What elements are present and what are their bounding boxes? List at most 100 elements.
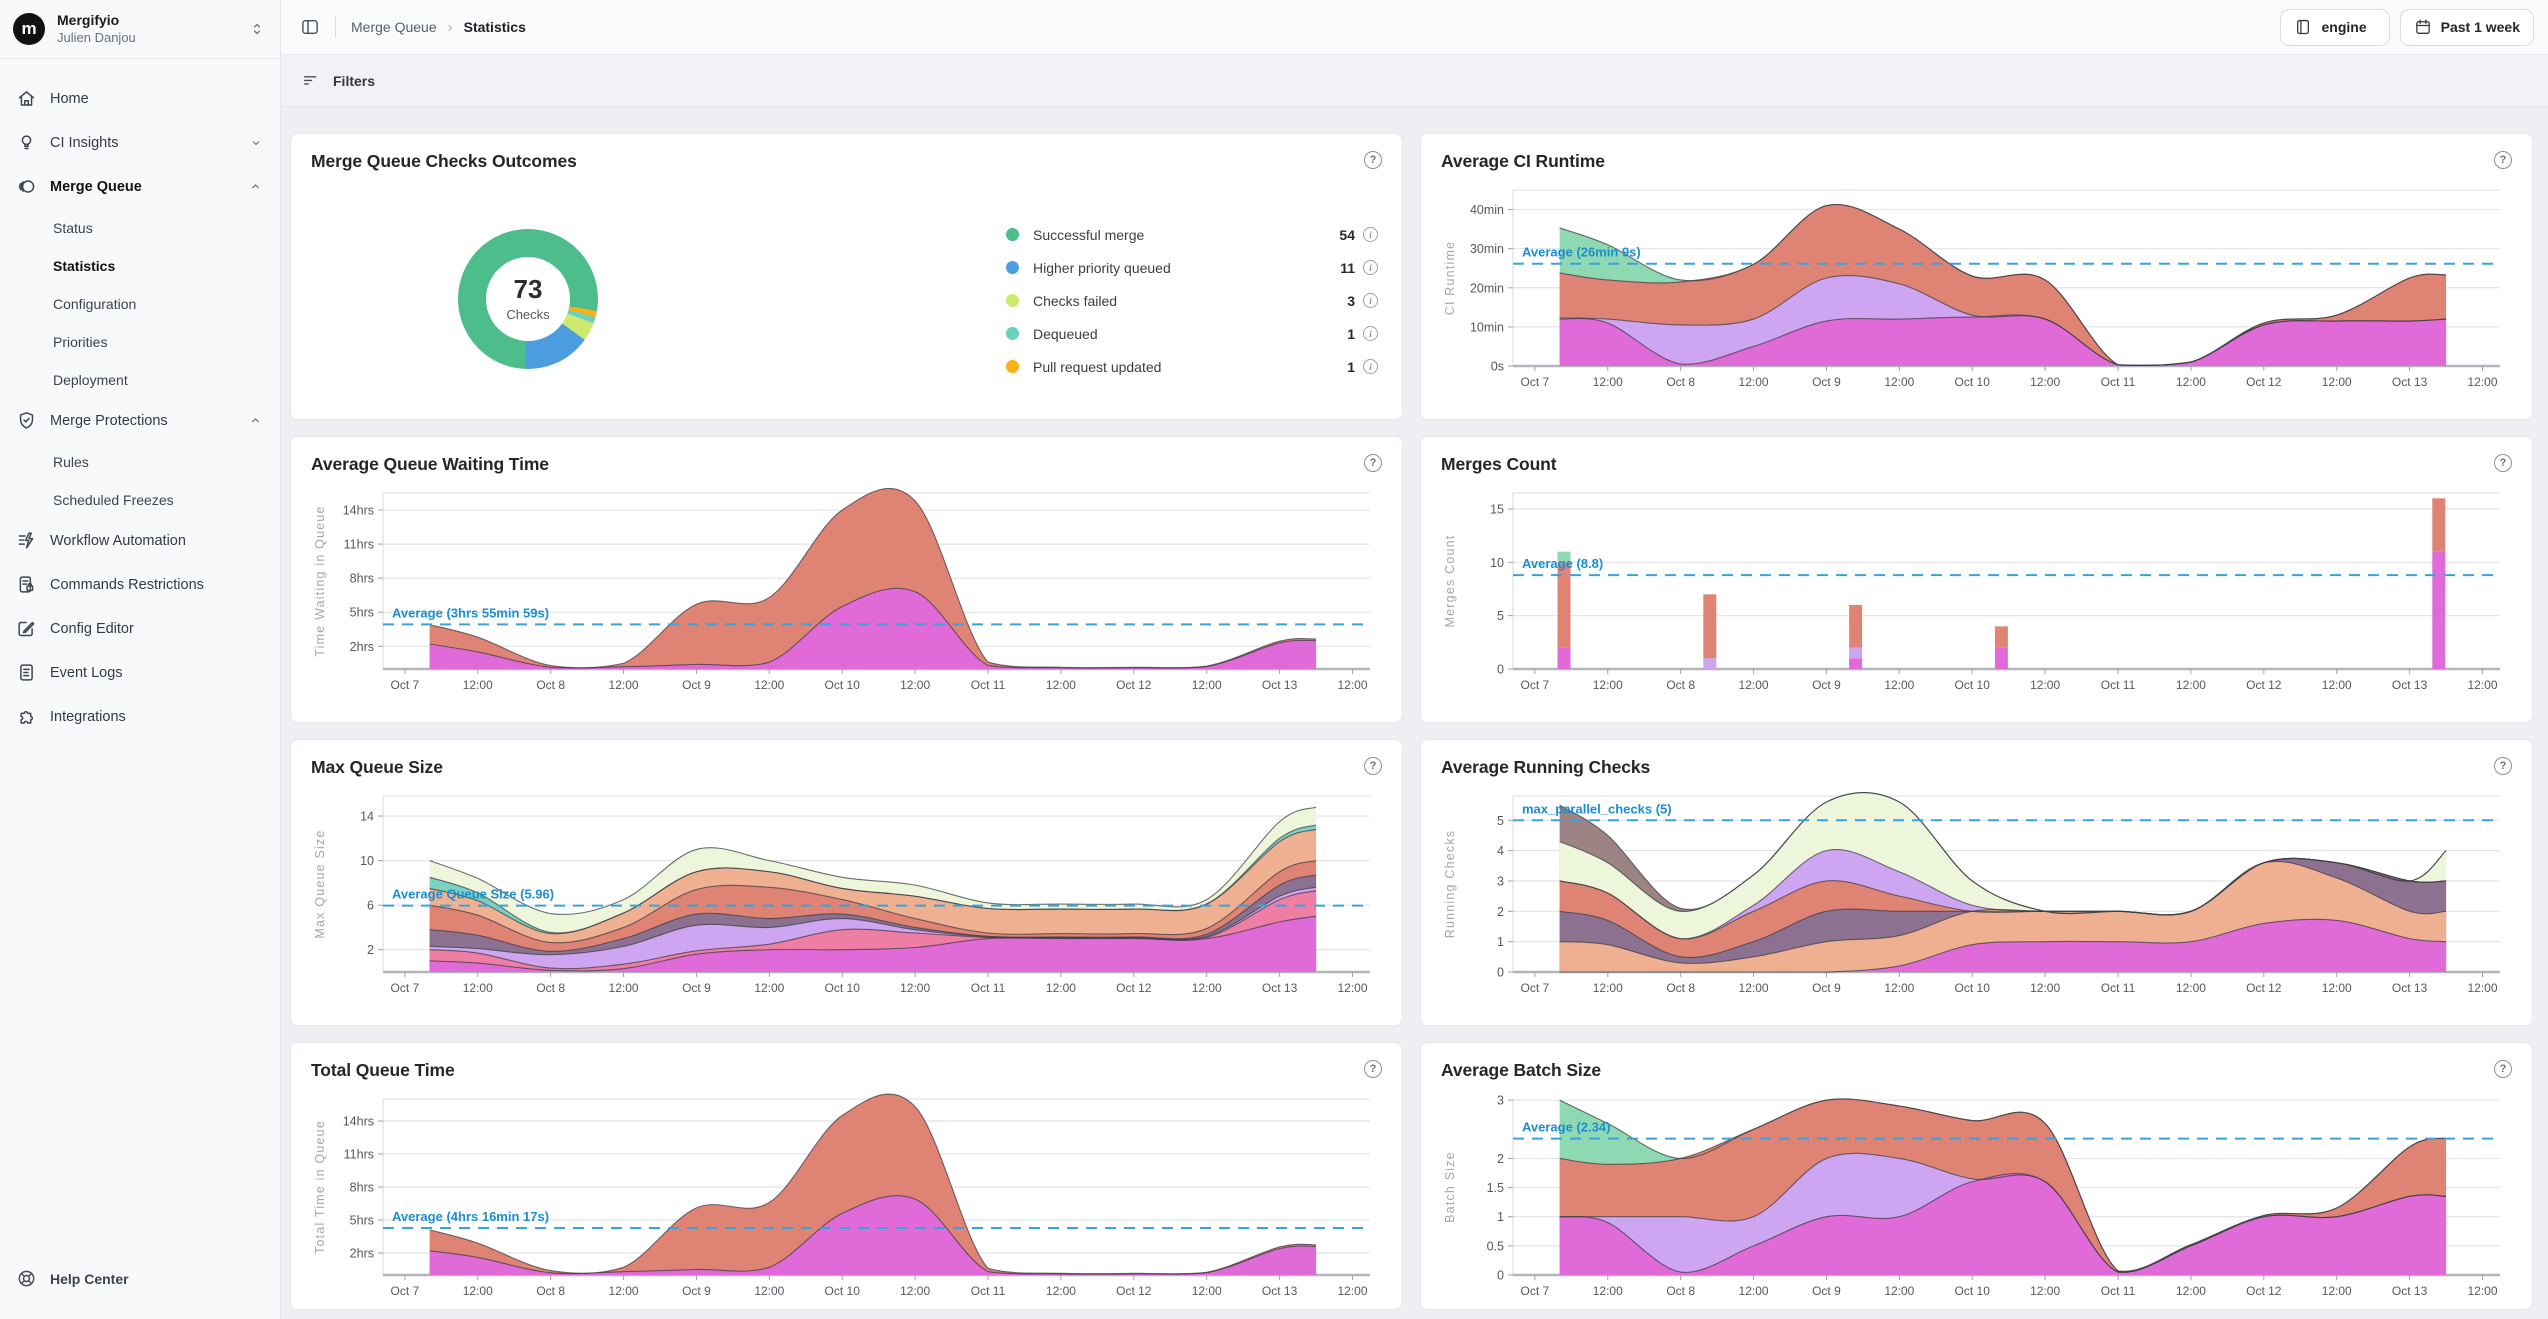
svg-text:12:00: 12:00 <box>2322 678 2352 692</box>
card-title: Average Running Checks <box>1441 757 1651 777</box>
breadcrumb-separator-icon: › <box>447 18 453 36</box>
svg-text:2: 2 <box>367 943 374 957</box>
sidebar-item-commands-restrictions[interactable]: Commands Restrictions <box>0 563 280 607</box>
svg-text:8hrs: 8hrs <box>350 572 374 586</box>
svg-text:12:00: 12:00 <box>1593 1284 1623 1298</box>
legend-item-higher-priority-queued[interactable]: Higher priority queued 11 i <box>1006 251 1378 284</box>
legend-item-pull-request-updated[interactable]: Pull request updated 1 i <box>1006 350 1378 383</box>
sidebar-subitem-scheduled-freezes[interactable]: Scheduled Freezes <box>53 491 174 508</box>
sidebar-subitem-priorities[interactable]: Priorities <box>53 333 108 350</box>
svg-text:10: 10 <box>1490 556 1504 570</box>
info-icon[interactable]: i <box>1363 293 1378 308</box>
card-merge-queue-checks-outcomes: Merge Queue Checks Outcomes? 73 Checks Succ… <box>290 133 1403 420</box>
help-icon[interactable]: ? <box>1364 454 1382 472</box>
outcomes-donut[interactable]: 73 Checks <box>458 229 598 369</box>
svg-text:Average (26min 9s): Average (26min 9s) <box>1522 245 1641 260</box>
info-icon[interactable]: i <box>1363 326 1378 341</box>
sidebar-item-config-editor[interactable]: Config Editor <box>0 607 280 651</box>
average-ci-runtime-chart[interactable]: 0s 10min 20min 30min 40min Oct 7 12:00 Oct 8 12:… <box>1441 177 2514 399</box>
svg-text:12:00: 12:00 <box>463 678 493 692</box>
help-icon[interactable]: ? <box>2494 454 2512 472</box>
org-switcher[interactable]: m Mergifyio Julien Danjou <box>0 0 280 59</box>
help-icon[interactable]: ? <box>1364 1060 1382 1078</box>
breadcrumb-section[interactable]: Merge Queue <box>351 19 437 35</box>
chevron-down-icon <box>248 135 264 151</box>
sidebar-subitem-rules[interactable]: Rules <box>53 453 89 470</box>
svg-text:Oct 13: Oct 13 <box>2392 981 2428 995</box>
total-queue-time-chart[interactable]: 2hrs 5hrs 8hrs 11hrs 14hrs Oct 7 12:00 Oct 8 12:… <box>311 1086 1384 1308</box>
donut-total-value: 73 <box>513 274 543 305</box>
merges-count-chart[interactable]: 0 5 10 15 Oct 7 12:00 Oct 8 12:00 Oct 9 12:00 Oct … <box>1441 480 2514 702</box>
outcomes-legend: Successful merge 54 i Higher priority queue… <box>1006 218 1378 413</box>
legend-label: Higher priority queued <box>1033 259 1171 276</box>
card-body: 0 1 2 3 4 5 Oct 7 12:00 Oct 8 12:00 Oct 9 12:00 Oct … <box>1441 778 2512 1019</box>
average-batch-size-chart[interactable]: 0 0.5 1 1.5 2 3 Oct 7 12:00 Oct 8 12:00 Oct 9 12:00… <box>1441 1086 2514 1308</box>
org-switch-icon[interactable] <box>248 20 266 38</box>
sidebar-toggle-icon[interactable] <box>300 17 320 37</box>
legend-dot <box>1006 360 1019 373</box>
sidebar-item-ci-insights[interactable]: CI Insights <box>0 121 280 165</box>
info-icon[interactable]: i <box>1363 359 1378 374</box>
sidebar-subitem-configuration[interactable]: Configuration <box>53 295 137 312</box>
card-total-queue-time: Total Queue Time? 2hrs 5hrs 8hrs 11hrs 14hrs O… <box>290 1042 1403 1310</box>
help-icon[interactable]: ? <box>2494 757 2512 775</box>
card-body: 0s 10min 20min 30min 40min Oct 7 12:00 Oct 8 12:… <box>1441 172 2512 413</box>
svg-text:Oct 13: Oct 13 <box>1262 678 1298 692</box>
card-body: 2hrs 5hrs 8hrs 11hrs 14hrs Oct 7 12:00 Oct 8 12:… <box>311 475 1382 716</box>
svg-text:12:00: 12:00 <box>2322 1284 2352 1298</box>
repo-selector-button[interactable]: engine <box>2280 8 2390 46</box>
svg-text:Oct 12: Oct 12 <box>2246 375 2282 389</box>
svg-text:12:00: 12:00 <box>2030 678 2060 692</box>
sidebar-subitem-statistics[interactable]: Statistics <box>53 257 116 274</box>
svg-text:Oct 8: Oct 8 <box>1666 375 1695 389</box>
svg-text:Oct 7: Oct 7 <box>1521 1284 1550 1298</box>
sidebar-subitem-status[interactable]: Status <box>53 219 93 236</box>
svg-text:Oct 10: Oct 10 <box>1955 375 1991 389</box>
card-average-batch-size: Average Batch Size? 0 0.5 1 1.5 2 3 Oct 7 12:00 O… <box>1420 1042 2533 1310</box>
svg-text:0: 0 <box>1497 663 1504 677</box>
filters-button[interactable]: Filters <box>333 72 376 89</box>
svg-text:3: 3 <box>1497 1094 1504 1108</box>
sidebar-item-merge-queue[interactable]: Merge Queue <box>0 165 280 209</box>
svg-text:Average (2.34): Average (2.34) <box>1522 1120 1610 1135</box>
svg-text:Oct 9: Oct 9 <box>682 678 711 692</box>
filters-bar: Filters <box>281 55 2548 107</box>
svg-text:Time Waiting in Queue: Time Waiting in Queue <box>313 505 327 656</box>
sidebar-item-event-logs[interactable]: Event Logs <box>0 651 280 695</box>
help-icon[interactable]: ? <box>2494 151 2512 169</box>
legend-item-dequeued[interactable]: Dequeued 1 i <box>1006 317 1378 350</box>
sidebar-item-merge-protections[interactable]: Merge Protections <box>0 399 280 443</box>
svg-text:Oct 7: Oct 7 <box>391 1284 420 1298</box>
svg-text:12:00: 12:00 <box>1593 678 1623 692</box>
help-icon[interactable]: ? <box>2494 1060 2512 1078</box>
svg-text:Oct 7: Oct 7 <box>391 981 420 995</box>
help-icon[interactable]: ? <box>1364 757 1382 775</box>
svg-text:12:00: 12:00 <box>2030 375 2060 389</box>
svg-text:5hrs: 5hrs <box>350 1214 374 1228</box>
legend-item-successful-merge[interactable]: Successful merge 54 i <box>1006 218 1378 251</box>
bulb-icon <box>16 132 37 153</box>
sidebar-item-label: Integrations <box>50 708 126 725</box>
sidebar-item-home[interactable]: Home <box>0 77 280 121</box>
time-range-button[interactable]: Past 1 week <box>2399 8 2534 46</box>
chevron-up-icon <box>247 178 264 195</box>
sidebar-item-workflow-automation[interactable]: Workflow Automation <box>0 519 280 563</box>
legend-value: 54 <box>1339 226 1355 243</box>
sidebar-subitem-deployment[interactable]: Deployment <box>53 371 128 388</box>
svg-text:4: 4 <box>1497 844 1504 858</box>
sidebar-item-integrations[interactable]: Integrations <box>0 695 280 739</box>
svg-text:12:00: 12:00 <box>754 1284 784 1298</box>
sidebar-item-help-center[interactable]: Help Center <box>0 1268 280 1319</box>
info-icon[interactable]: i <box>1363 260 1378 275</box>
average-queue-waiting-time-chart[interactable]: 2hrs 5hrs 8hrs 11hrs 14hrs Oct 7 12:00 Oct 8 12:… <box>311 480 1384 702</box>
legend-label: Checks failed <box>1033 292 1118 309</box>
svg-text:12:00: 12:00 <box>1337 678 1367 692</box>
average-running-checks-chart[interactable]: 0 1 2 3 4 5 Oct 7 12:00 Oct 8 12:00 Oct 9 12:00 Oct … <box>1441 783 2514 1005</box>
svg-text:12:00: 12:00 <box>1739 1284 1769 1298</box>
max-queue-size-chart[interactable]: 2 6 10 14 Oct 7 12:00 Oct 8 12:00 Oct 9 12:00 Oct … <box>311 783 1384 1005</box>
legend-item-checks-failed[interactable]: Checks failed 3 i <box>1006 284 1378 317</box>
svg-text:2hrs: 2hrs <box>350 1247 374 1261</box>
info-icon[interactable]: i <box>1363 227 1378 242</box>
help-icon[interactable]: ? <box>1364 151 1382 169</box>
svg-text:Oct 8: Oct 8 <box>536 981 565 995</box>
